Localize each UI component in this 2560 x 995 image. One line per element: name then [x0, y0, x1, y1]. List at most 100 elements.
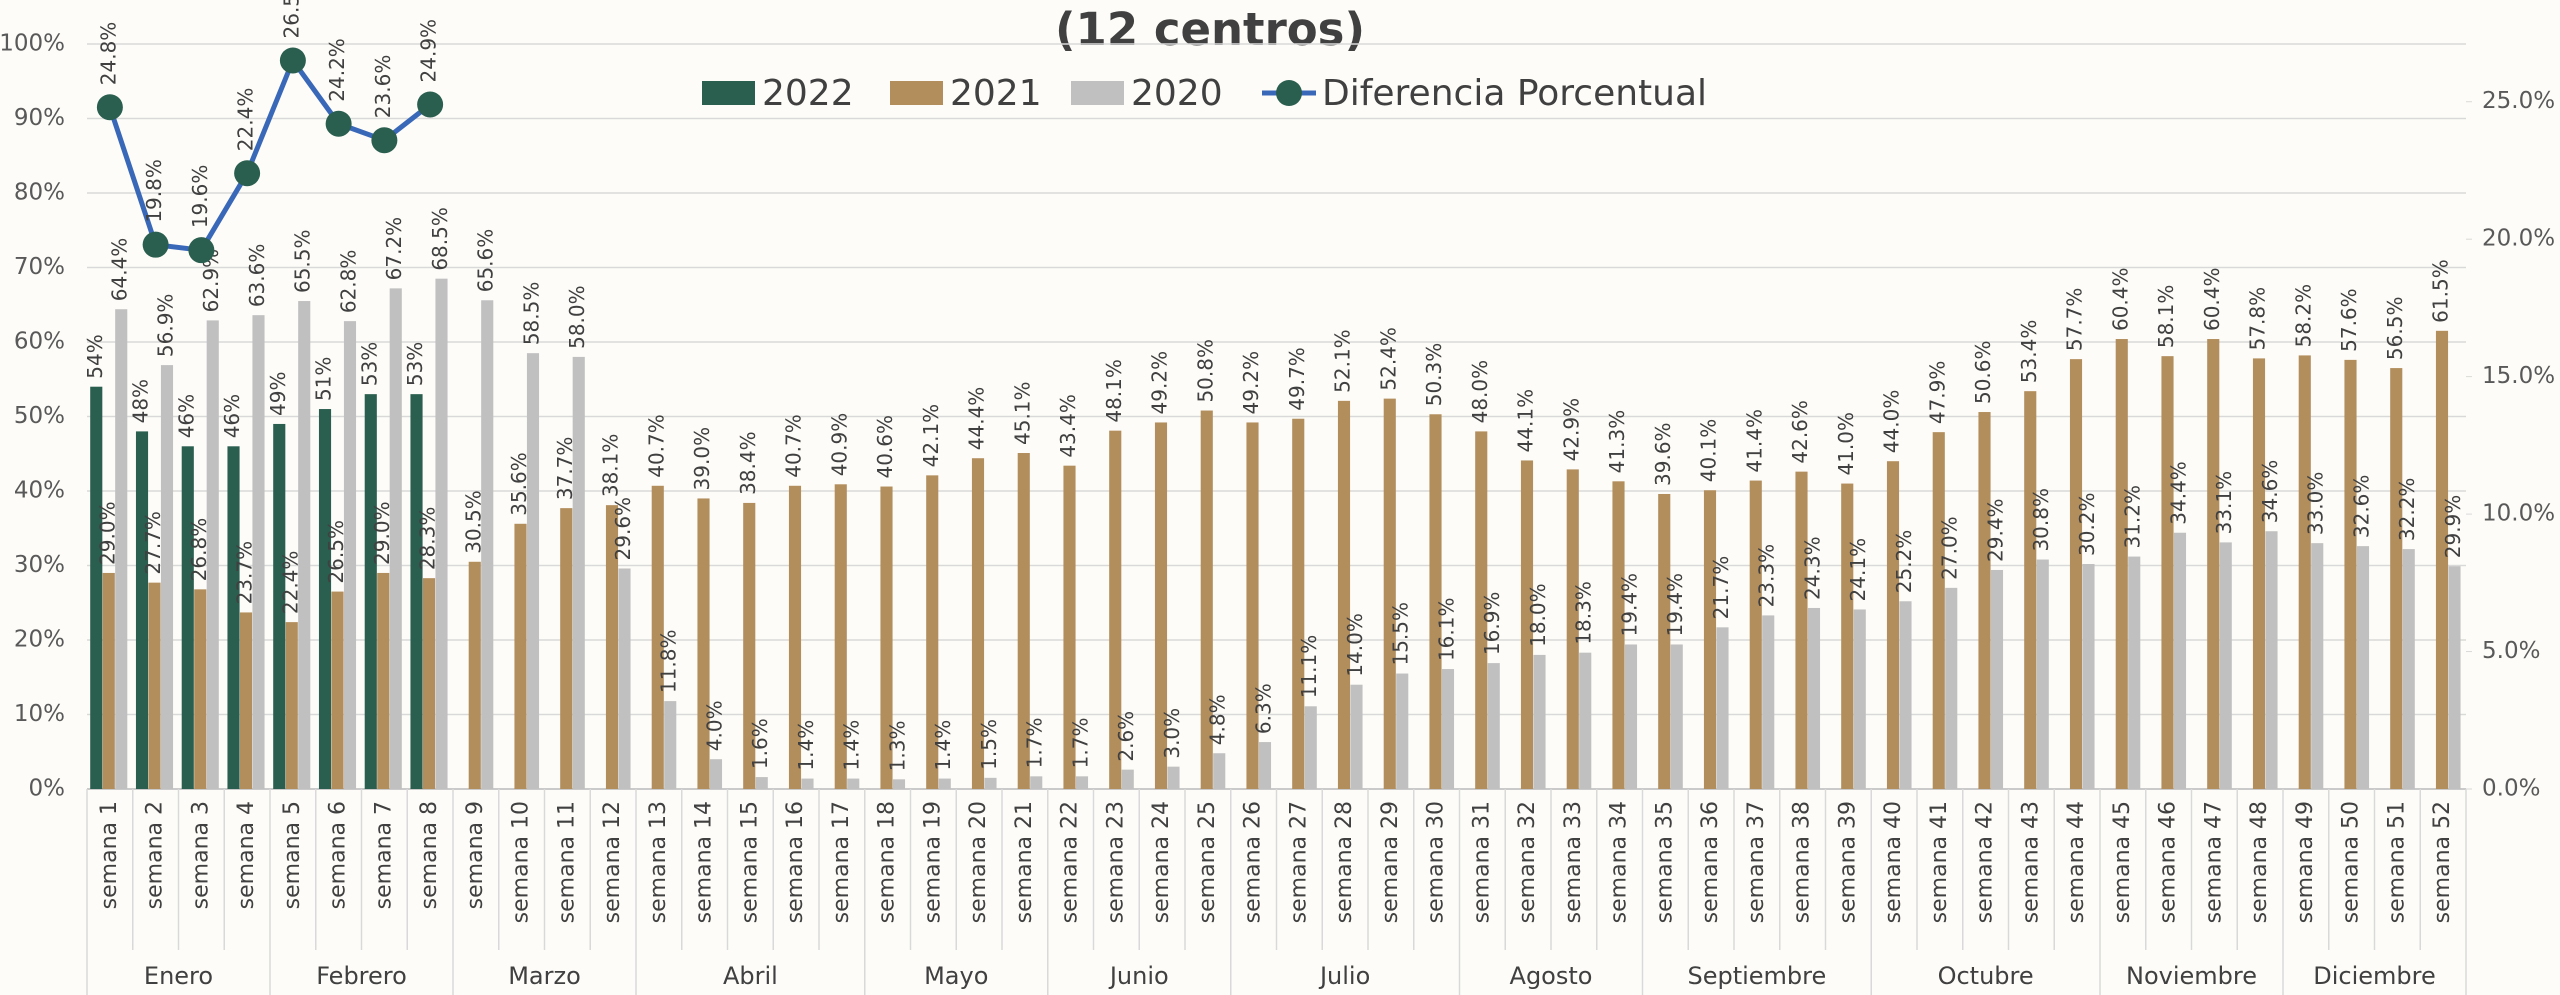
data-label: 32.6%: [2349, 475, 2373, 539]
data-label: 58.5%: [519, 282, 543, 346]
data-label: 40.9%: [827, 413, 851, 477]
x-group-label: Septiembre: [1687, 962, 1826, 990]
data-label: 43.4%: [1056, 394, 1080, 458]
x-tick-label: semana 39: [1835, 801, 1860, 923]
data-label: 44.4%: [965, 387, 989, 451]
legend-swatch: [1071, 81, 1124, 105]
bar: [573, 357, 585, 789]
data-label: 67.2%: [382, 217, 406, 281]
x-tick-label: semana 37: [1744, 801, 1769, 923]
bar: [2344, 360, 2356, 789]
bar: [103, 573, 115, 789]
bar: [2357, 546, 2369, 789]
data-label: 60.4%: [2200, 267, 2224, 331]
bar: [1533, 655, 1545, 789]
bar: [115, 309, 127, 789]
bar: [435, 279, 447, 789]
y-tick-label: 0%: [29, 776, 66, 802]
data-label: 24.8%: [96, 22, 120, 86]
x-tick-label: semana 50: [2339, 801, 2364, 923]
data-label: 68.5%: [428, 207, 452, 271]
bar: [2265, 531, 2277, 789]
bar: [481, 300, 493, 789]
data-label: 23.3%: [1755, 544, 1779, 608]
chart-title: (12 centros): [1055, 3, 1365, 56]
bar: [1305, 706, 1317, 789]
x-tick-label: semana 21: [1012, 801, 1037, 923]
legend-marker: [1276, 80, 1302, 106]
bar: [1167, 767, 1179, 789]
data-label: 19.6%: [188, 165, 212, 229]
x-tick-label: semana 7: [371, 801, 396, 909]
bar: [136, 431, 148, 789]
x-tick-label: semana 33: [1561, 801, 1586, 923]
bar: [2082, 564, 2094, 789]
data-label: 41.4%: [1742, 409, 1766, 473]
x-tick-label: semana 22: [1058, 801, 1083, 923]
data-label: 1.7%: [1023, 718, 1047, 769]
bar: [801, 779, 813, 789]
x-group-label: Abril: [723, 962, 778, 990]
bar: [2311, 543, 2323, 789]
x-tick-label: semana 11: [554, 801, 579, 923]
data-label: 41.0%: [1834, 412, 1858, 476]
line-marker: [188, 237, 214, 263]
bar: [2436, 331, 2448, 789]
data-label: 65.5%: [291, 229, 315, 293]
data-label: 19.4%: [1617, 573, 1641, 637]
chart: (12 centros) 0%10%20%30%40%50%60%70%80%9…: [0, 0, 2560, 995]
x-tick-label: semana 20: [966, 801, 991, 923]
data-label: 47.9%: [1925, 361, 1949, 425]
data-label: 34.6%: [2258, 460, 2282, 524]
y2-tick-label: 25.0%: [2482, 88, 2555, 114]
bar: [331, 592, 343, 789]
bar: [756, 777, 768, 789]
data-label: 40.6%: [873, 415, 897, 479]
bar: [1384, 399, 1396, 789]
x-tick-label: semana 38: [1790, 801, 1815, 923]
data-label: 61.5%: [2429, 259, 2453, 323]
data-label: 1.3%: [885, 721, 909, 772]
bar: [227, 446, 239, 789]
line-marker: [97, 94, 123, 120]
bar: [847, 779, 859, 789]
x-tick-label: semana 35: [1652, 801, 1677, 923]
bar: [710, 759, 722, 789]
data-label: 50.3%: [1422, 343, 1446, 407]
x-tick-label: semana 10: [509, 801, 534, 923]
legend-label: 2020: [1131, 73, 1223, 114]
x-tick-label: semana 52: [2430, 801, 2455, 923]
bar: [1442, 669, 1454, 789]
data-label: 11.8%: [657, 630, 681, 694]
bar: [2128, 557, 2140, 789]
bar: [1841, 484, 1853, 789]
y-tick-label: 20%: [14, 627, 65, 653]
bar: [1887, 461, 1899, 789]
bar: [2403, 549, 2415, 789]
x-tick-label: semana 5: [280, 801, 305, 909]
x-tick-label: semana 28: [1332, 801, 1357, 923]
bar: [194, 589, 206, 789]
x-tick-label: semana 51: [2384, 801, 2409, 923]
bar: [1122, 770, 1134, 789]
data-label: 1.6%: [748, 718, 772, 769]
data-label: 24.3%: [1800, 536, 1824, 600]
data-label: 49.2%: [1239, 351, 1263, 415]
bar: [984, 778, 996, 789]
line-marker: [371, 127, 397, 153]
data-label: 40.7%: [782, 414, 806, 478]
bar: [298, 301, 310, 789]
bar: [252, 315, 264, 789]
data-label: 53%: [403, 342, 427, 386]
x-tick-label: semana 14: [692, 801, 717, 923]
data-label: 58.2%: [2291, 284, 2315, 348]
x-tick-label: semana 48: [2247, 801, 2272, 923]
data-label: 27.0%: [1938, 516, 1962, 580]
legend-label: 2022: [762, 73, 854, 114]
bar: [1579, 653, 1591, 789]
y2-tick-label: 5.0%: [2482, 638, 2540, 664]
data-label: 14.0%: [1343, 613, 1367, 677]
x-tick-label: semana 30: [1424, 801, 1449, 923]
bar: [527, 353, 539, 789]
x-tick-label: semana 13: [646, 801, 671, 923]
